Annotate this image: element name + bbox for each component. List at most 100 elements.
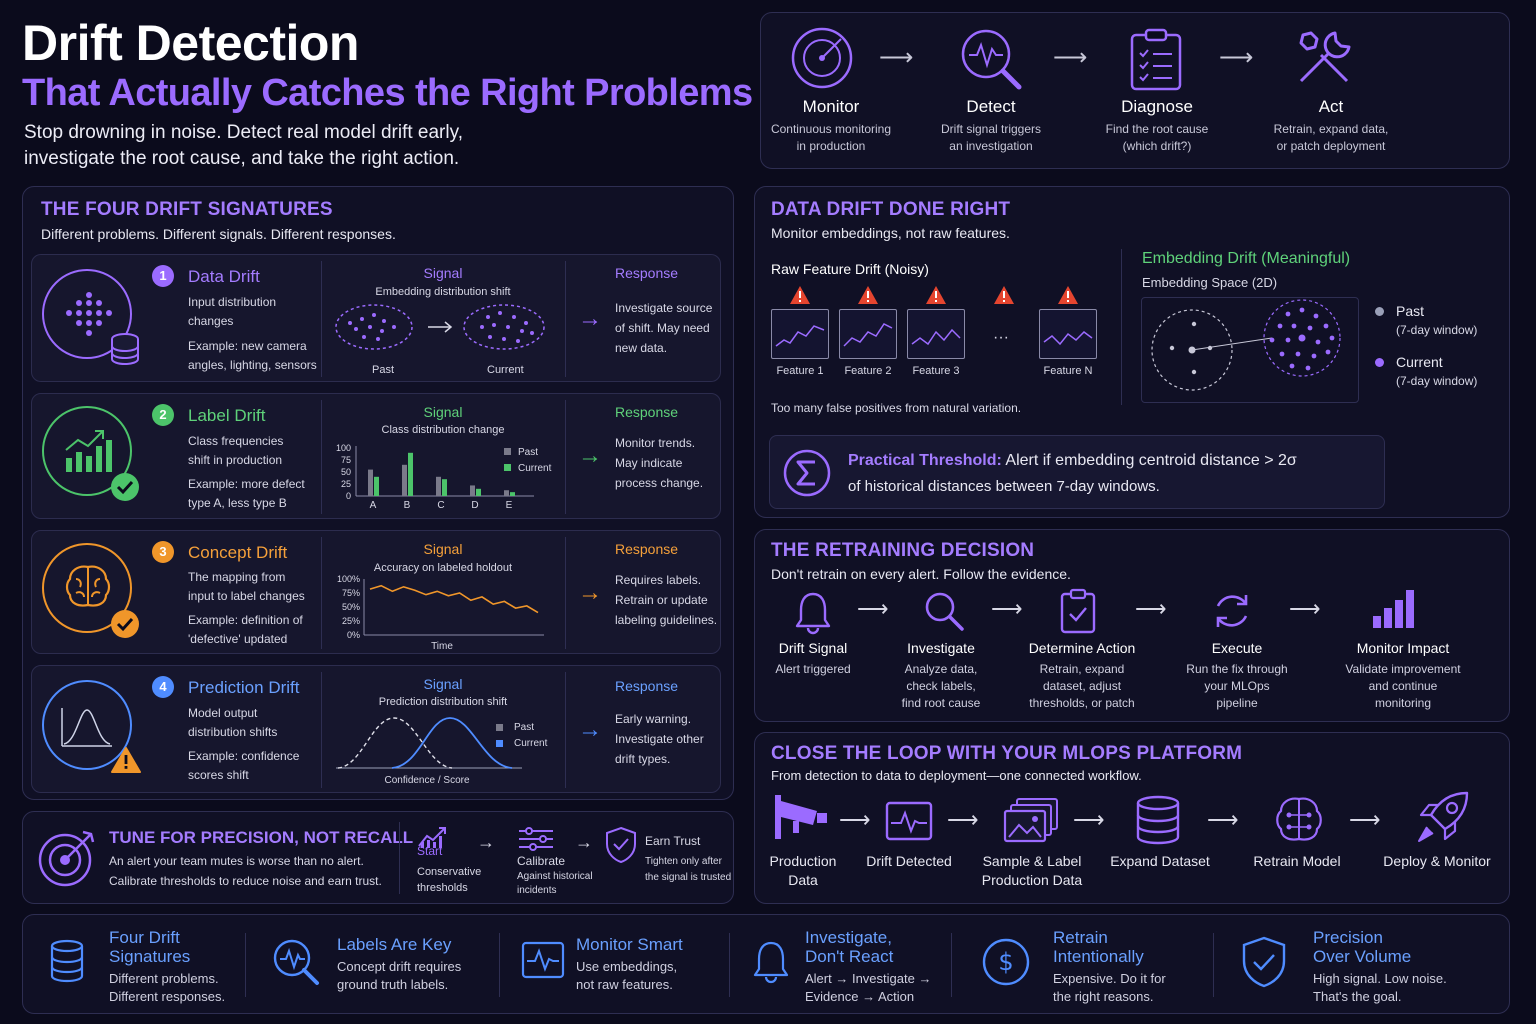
section-title: THE RETRAINING DECISION <box>771 540 1035 561</box>
step-desc: Analyze data, <box>904 662 978 676</box>
loop-panel: CLOSE THE LOOP WITH YOUR MLOPS PLATFORM … <box>754 732 1510 904</box>
response-text: drift types. <box>615 752 671 766</box>
tune-text: An alert your team mutes is worse than n… <box>109 854 364 868</box>
svg-text:$: $ <box>998 948 1013 976</box>
drift-example: Example: new camera <box>188 339 307 353</box>
refresh-icon <box>1216 595 1248 627</box>
drift-name: Label Drift <box>188 406 266 425</box>
drift-name: Prediction Drift <box>188 678 300 697</box>
legend-current-dot <box>1375 358 1384 367</box>
loop-step: Sample & Label Production Data <box>962 853 1102 888</box>
loop-step: Expand Dataset <box>1090 853 1230 872</box>
warning-icon <box>1058 286 1078 304</box>
tune-panel: TUNE FOR PRECISION, NOT RECALL An alert … <box>22 811 734 904</box>
footer-title: Labels Are Key <box>337 935 452 954</box>
y-tick-label: 0% <box>347 630 360 640</box>
database-icon <box>50 939 84 983</box>
footer-desc: Different problems. <box>109 971 219 986</box>
warning-icon <box>858 286 878 304</box>
page-subtitle: That Actually Catches the Right Problems <box>22 72 753 114</box>
drift-desc: Model output <box>188 706 258 720</box>
drift-desc: shift in production <box>188 453 283 467</box>
flow-desc: an investigation <box>949 139 1033 153</box>
feature-label: Feature 3 <box>912 365 960 377</box>
step-label: Deploy & Monitor <box>1383 853 1491 869</box>
drift-example: scores shift <box>188 768 249 782</box>
legend-past-dot <box>1375 307 1384 316</box>
pulse-monitor-icon <box>885 801 933 841</box>
signal-desc: Accuracy on labeled holdout <box>373 562 513 574</box>
signatures-panel: THE FOUR DRIFT SIGNATURES Different prob… <box>22 186 734 800</box>
step-desc: Retrain, expand <box>1039 662 1125 676</box>
step-label: Tighten only after <box>645 856 722 867</box>
footer-desc: Alert → Investigate → <box>805 971 932 986</box>
feature-line <box>1043 331 1093 346</box>
badge-number: 2 <box>152 404 174 426</box>
drift-name: Data Drift <box>188 267 260 286</box>
feature-label: Feature N <box>1043 365 1093 377</box>
section-subtitle: Monitor embeddings, not raw features. <box>771 225 1010 241</box>
step-title: Execute <box>1211 640 1263 656</box>
check-badge-icon <box>111 610 139 638</box>
legend-past: Past <box>1396 303 1425 319</box>
feature-line <box>843 323 893 347</box>
drift-example: type A, less type B <box>188 496 287 510</box>
step-label: the signal is trusted <box>645 872 732 883</box>
footer-title: Four Drift <box>109 928 180 947</box>
arrow: ⟶ <box>1207 807 1239 832</box>
step-title: Monitor Impact <box>1356 640 1450 656</box>
arrow: ⟶ <box>1073 807 1105 832</box>
footer-desc: Expensive. Do it for <box>1053 971 1166 986</box>
flow-desc: in production <box>796 139 866 153</box>
x-axis-label: Confidence / Score <box>384 775 470 786</box>
drift-example: Example: confidence <box>188 749 300 763</box>
sigma-icon <box>783 449 831 497</box>
badge-number: 1 <box>152 265 174 287</box>
flow-title: Detect <box>966 97 1016 116</box>
embedding-subtitle: Embedding Space (2D) <box>1142 275 1278 290</box>
noise-note: Too many false positives from natural va… <box>771 401 1022 415</box>
feature-line <box>775 325 825 347</box>
flow-desc: Find the root cause <box>1105 122 1209 136</box>
flow-step-detect: Detect Drift signal triggers an investig… <box>921 97 1061 153</box>
step-label: incidents <box>517 885 557 896</box>
step-desc: dataset, adjust <box>1042 679 1122 693</box>
response-text: May indicate <box>615 456 683 470</box>
rocket-icon <box>1418 791 1469 842</box>
response-text: Monitor trends. <box>615 436 696 450</box>
footer-desc: Use embeddings, <box>576 959 678 974</box>
warning-icon <box>790 286 810 304</box>
warning-icon <box>926 286 946 304</box>
loop-step: Drift Detected <box>839 853 979 872</box>
camera-icon <box>775 795 827 839</box>
ellipsis: ··· <box>993 329 1009 346</box>
footer-title: Retrain <box>1053 928 1108 947</box>
step-desc: find root cause <box>901 696 981 710</box>
response-label: Response <box>615 541 679 557</box>
step-label: Drift Detected <box>866 853 952 869</box>
raw-title: Raw Feature Drift (Noisy) <box>771 261 929 277</box>
footer-title: Don't React <box>805 947 894 966</box>
loop-step: Production Data <box>733 853 873 888</box>
footer-desc: Concept drift requires <box>337 959 462 974</box>
y-tick-label: 25% <box>342 616 360 626</box>
feature-chart <box>771 309 829 359</box>
response-text: of shift. May need <box>615 321 710 335</box>
arrow: ⟶ <box>857 596 889 621</box>
shield-check-icon <box>1242 936 1286 988</box>
step-label: Retrain Model <box>1253 853 1341 869</box>
dots-icon <box>66 292 112 336</box>
brain-circuit-icon <box>1276 797 1322 841</box>
embedding-shift-chart <box>335 304 545 350</box>
bar-past <box>504 490 509 496</box>
response-text: labeling guidelines. <box>615 613 718 627</box>
tune-title: TUNE FOR PRECISION, NOT RECALL <box>109 828 414 847</box>
clipboard-check-icon <box>1060 588 1096 634</box>
legend-past-window: (7-day window) <box>1396 323 1478 337</box>
step-label: Against historical <box>517 871 593 882</box>
feature-chart <box>1039 309 1097 359</box>
y-tick-label: 100% <box>337 574 360 584</box>
arrow: ⟶ <box>991 596 1023 621</box>
embedding-title: Embedding Drift (Meaningful) <box>1142 250 1351 267</box>
response-label: Response <box>615 404 679 420</box>
